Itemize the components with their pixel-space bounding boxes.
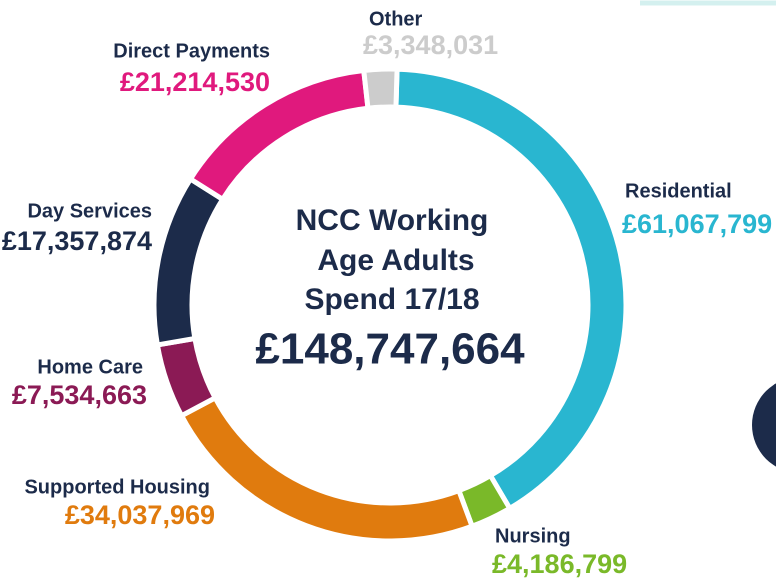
slice-value: £34,037,969 — [65, 500, 215, 530]
title-line: Age Adults — [317, 244, 474, 277]
slice-value: £3,348,031 — [363, 30, 498, 60]
donut-slice — [154, 335, 219, 420]
slice-value: £7,534,663 — [12, 380, 147, 410]
title-line: NCC Working — [296, 204, 489, 237]
slice-name: Home Care — [37, 356, 143, 378]
donut-slice — [178, 394, 476, 544]
donut-slice — [360, 66, 400, 111]
slice-value: £21,214,530 — [120, 67, 270, 97]
title-line: Spend 17/18 — [304, 283, 479, 316]
slice-name: Other — [369, 8, 423, 30]
slice-name: Direct Payments — [113, 40, 270, 62]
slice-name: Supported Housing — [24, 476, 210, 498]
slice-value: £61,067,799 — [622, 209, 772, 239]
slice-value: £17,357,874 — [2, 226, 152, 256]
slice-name: Day Services — [27, 200, 152, 222]
total: £148,747,664 — [255, 325, 525, 374]
slice-name: Residential — [625, 180, 732, 202]
slice-value: £4,186,799 — [492, 549, 627, 579]
donut-slice — [151, 175, 227, 348]
slice-name: Nursing — [495, 525, 571, 547]
decor-circle — [752, 383, 776, 467]
